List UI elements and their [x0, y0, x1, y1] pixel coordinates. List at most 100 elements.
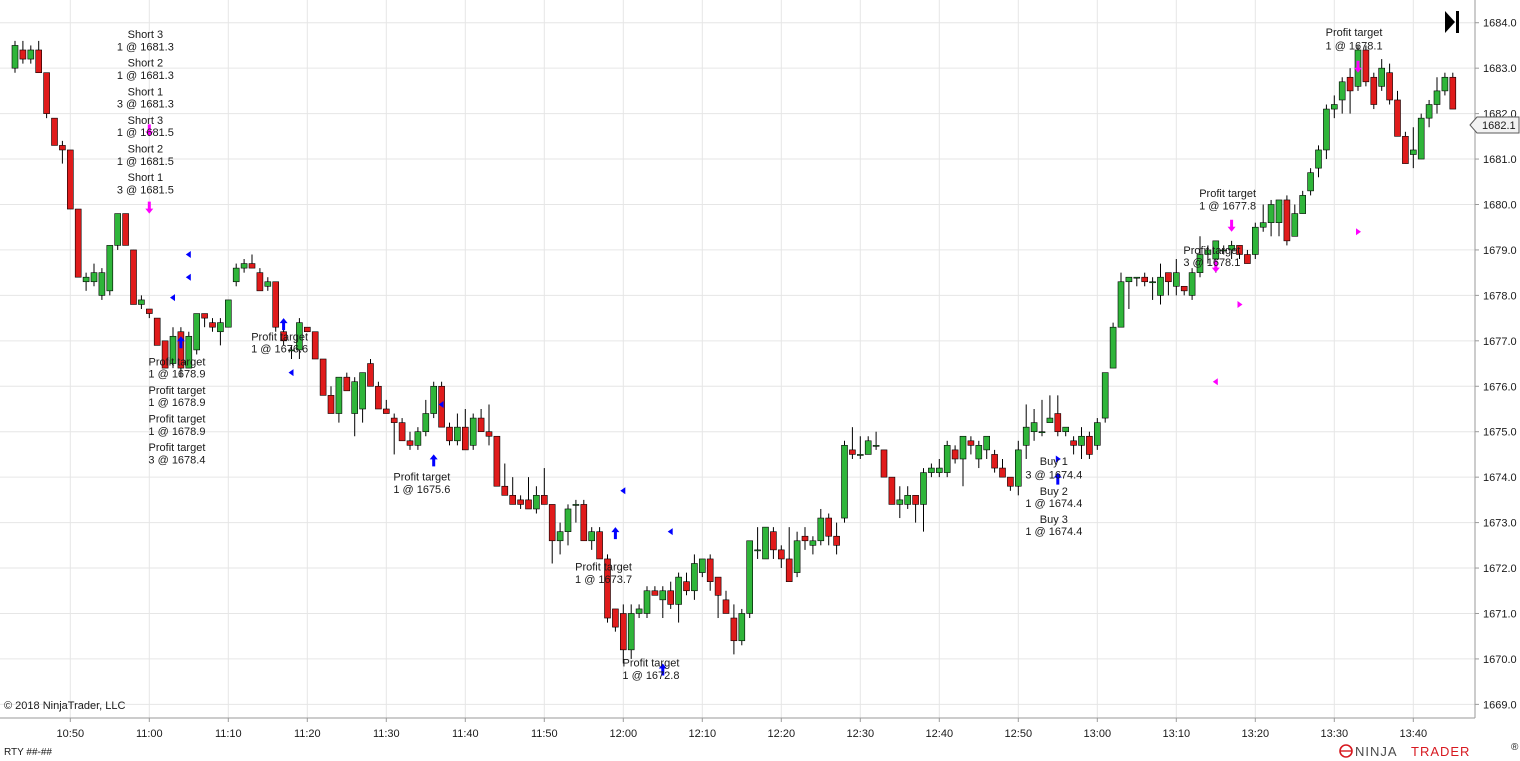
current-price-marker: 1682.1: [1469, 116, 1520, 134]
candle: [777, 545, 785, 569]
scroll-to-end-button[interactable]: [1445, 11, 1459, 33]
candle-body-down: [967, 440, 975, 446]
candle: [1220, 245, 1227, 255]
candle: [398, 418, 406, 442]
candle-body-down: [912, 495, 919, 505]
candle: [1204, 245, 1212, 264]
candle: [351, 377, 359, 437]
candle: [683, 572, 690, 596]
candle-body-down: [67, 149, 74, 210]
candle: [888, 476, 896, 505]
y-tick-label: 1673.0: [1483, 518, 1517, 530]
candle-body-down: [398, 422, 406, 442]
candle-body-down: [493, 435, 501, 487]
candle-body-up: [975, 445, 983, 460]
candle: [714, 576, 722, 619]
candle: [793, 531, 801, 578]
trade-annotation: 3 @ 1681.5: [117, 184, 174, 196]
candle-body-down: [1394, 99, 1401, 137]
trade-annotation: Buy 3: [1040, 514, 1068, 526]
candle-body-down: [209, 322, 216, 328]
play-end-icon[interactable]: [1445, 11, 1455, 33]
candle: [114, 213, 121, 250]
candle-body-up: [1307, 172, 1314, 192]
trade-annotation: 1 @ 1681.5: [117, 156, 174, 168]
candle: [999, 458, 1006, 478]
candle: [540, 468, 548, 505]
trade-annotation: 1 @ 1677.8: [1199, 200, 1256, 212]
candle: [1101, 372, 1109, 423]
y-tick-label: 1678.0: [1483, 290, 1517, 302]
candle: [991, 449, 998, 473]
candle-body-down: [1362, 49, 1370, 83]
candle-body-down: [991, 454, 998, 469]
candle: [627, 604, 635, 659]
candle: [1173, 259, 1180, 296]
candle-body-up: [564, 508, 572, 532]
candle: [74, 208, 82, 278]
trade-annotation: Profit target: [149, 442, 206, 454]
x-tick-label: 11:30: [373, 728, 400, 740]
candle-body-up: [738, 613, 746, 642]
candle: [280, 327, 287, 346]
candle: [1441, 72, 1449, 96]
trade-annotation: 1 @ 1672.8: [622, 670, 679, 682]
candle-body-up: [422, 413, 430, 433]
candle-body-up: [232, 267, 240, 283]
candle: [896, 486, 904, 519]
x-tick-label: 12:50: [1005, 728, 1033, 740]
candle: [90, 263, 98, 287]
candle: [509, 477, 517, 505]
candle-body-up: [1117, 281, 1125, 328]
candle-body-down: [548, 504, 556, 542]
candle: [1410, 127, 1417, 169]
price-axis[interactable]: 1669.0 1670.0 1671.0 1672.0 1673.0 1674.0 1675…: [1475, 18, 1517, 712]
candle: [414, 427, 422, 450]
candle: [1038, 399, 1046, 437]
candle: [951, 445, 959, 464]
candle: [193, 313, 200, 355]
candle-body-down: [1370, 76, 1378, 105]
candle-body-up: [1331, 104, 1338, 110]
candle: [872, 431, 880, 450]
candle: [817, 508, 825, 546]
candle: [1315, 145, 1322, 178]
candle-body-down: [1165, 272, 1172, 283]
candle: [1188, 268, 1196, 300]
candle: [849, 427, 856, 459]
candle-body-up: [928, 467, 935, 473]
candle-body-up: [240, 263, 248, 269]
candle-body-down: [477, 417, 485, 433]
candle: [240, 259, 248, 273]
candle: [841, 440, 848, 523]
y-tick-label: 1681.0: [1483, 154, 1517, 166]
play-end-bar-icon[interactable]: [1456, 11, 1459, 33]
trade-annotation: Short 1: [128, 86, 163, 98]
time-axis[interactable]: 10:50 11:00 11:10 11:20 11:30 11:40 11:50 12:00…: [57, 718, 1428, 740]
candle-body-up: [138, 299, 145, 305]
y-tick-label: 1674.0: [1483, 472, 1517, 484]
sell-arrow-icon: [145, 124, 154, 137]
candle: [659, 586, 667, 619]
candle: [27, 45, 35, 64]
candle-body-up: [1315, 149, 1322, 169]
candle: [1078, 427, 1085, 459]
candle-body-down: [327, 395, 335, 414]
candle-body-up: [635, 608, 643, 614]
candle: [564, 504, 572, 546]
candle: [375, 381, 382, 410]
candle: [454, 413, 461, 446]
candle-body-up: [169, 335, 177, 364]
candle-body-down: [951, 449, 959, 460]
candle-body-up: [1133, 276, 1141, 279]
candle-body-down: [501, 485, 509, 496]
candle: [770, 527, 777, 559]
candle: [533, 486, 540, 514]
candle: [959, 435, 967, 487]
candle: [556, 522, 564, 555]
candle: [1117, 272, 1125, 328]
candle-body-up: [841, 445, 848, 519]
y-tick-label: 1677.0: [1483, 336, 1517, 348]
trade-annotation: Profit target: [1183, 245, 1240, 257]
candle-body-up: [572, 504, 580, 506]
